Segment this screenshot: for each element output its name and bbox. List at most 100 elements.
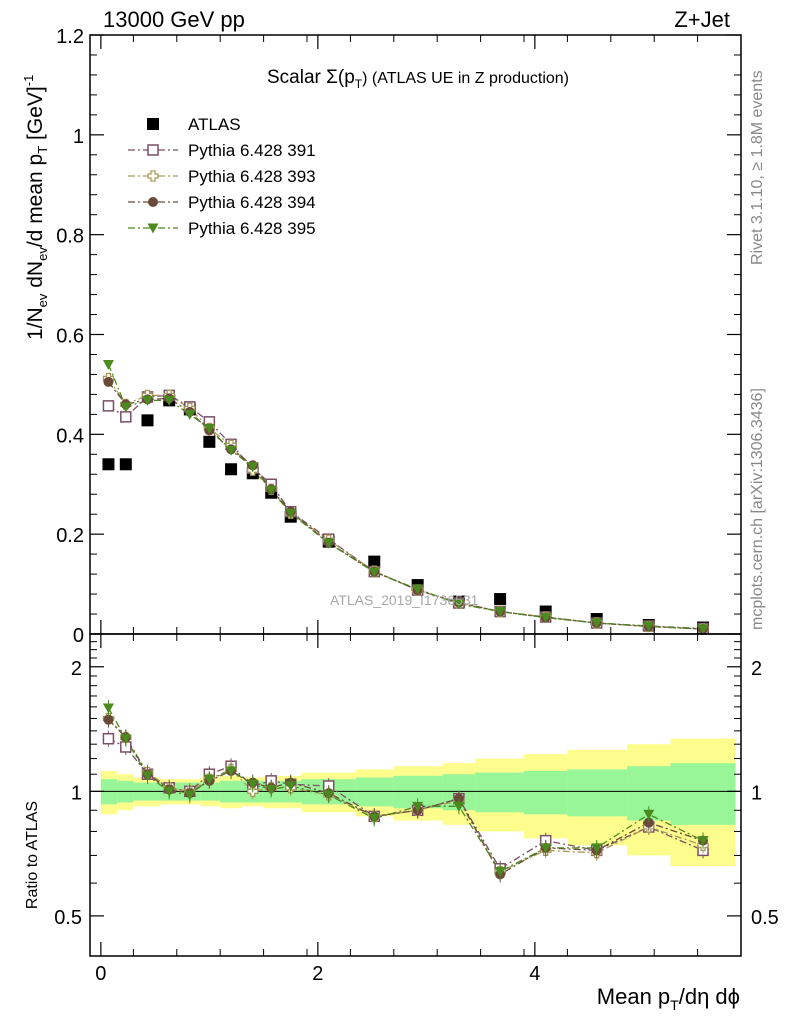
- ratio-xtick-label: 0: [95, 963, 106, 985]
- ratio-data-point: [225, 766, 237, 777]
- main-title-main: Scalar Σ(p: [267, 67, 355, 88]
- main-data-point: [225, 463, 238, 476]
- main-data-point: [368, 555, 381, 568]
- ratio-band-green: [567, 769, 628, 817]
- main-data-point: [120, 402, 132, 413]
- ratio-data-point: [265, 785, 277, 796]
- header-energy: 13000 GeV pp: [103, 7, 245, 32]
- main-ytick-label: 0.4: [56, 425, 84, 447]
- ratio-axes: 0.5 0.5 1 1 2 2 0 2 4: [54, 634, 779, 985]
- mcplots-label: mcplots.cern.ch [arXiv:1306.3436]: [749, 388, 766, 630]
- main-data-point: [102, 458, 115, 471]
- ratio-data-point: [643, 809, 655, 820]
- main-data-point: [102, 400, 115, 412]
- ratio-ytick-label: 2: [71, 658, 82, 680]
- main-ytick-label: 1: [73, 126, 84, 148]
- main-data-point: [697, 624, 709, 635]
- ratio-xtick-label: 4: [529, 963, 540, 985]
- ratio-xtick-label: 2: [312, 963, 323, 985]
- ratio-band-green: [475, 772, 524, 813]
- legend-entry: ATLAS: [188, 115, 241, 134]
- main-ytick-label: 0.8: [56, 226, 84, 248]
- main-data-point: [453, 599, 465, 610]
- main-title-sub: T: [355, 77, 363, 91]
- main-title: Scalar Σ(pT) (ATLAS UE in Z production): [267, 67, 569, 91]
- main-series-layer: [102, 359, 710, 635]
- main-series-line: [107, 364, 704, 630]
- ratio-data-point: [103, 714, 114, 725]
- ratio-data-point: [323, 790, 335, 801]
- ratio-data-point: [494, 867, 506, 878]
- ratio-band-green: [524, 770, 568, 815]
- header-process: Z+Jet: [674, 7, 730, 32]
- ratio-data-point: [102, 732, 115, 745]
- main-data-point: [184, 409, 196, 420]
- ratio-data-point: [142, 771, 154, 782]
- legend-marker: [147, 144, 159, 156]
- legend-marker: [147, 170, 159, 182]
- main-data-point: [323, 538, 335, 549]
- legend-entry: Pythia 6.428 394: [188, 193, 316, 212]
- ratio-panel: 0.5 0.5 1 1 2 2 0 2 4 Ratio to ATLAS Mean pT/dη …: [24, 633, 779, 1013]
- main-panel: ATLAS_2019_I1736531 0 0.2 0.4 0.6 0.8 1 1.2 Sc…: [21, 26, 742, 647]
- main-data-point: [494, 607, 506, 618]
- main-ytick-label: 1.2: [56, 26, 84, 48]
- main-data-point: [285, 508, 297, 519]
- main-data-point: [494, 593, 507, 606]
- main-title-rest: ) (ATLAS UE in Z production): [362, 70, 569, 87]
- main-data-point: [591, 618, 603, 629]
- ratio-data-point: [591, 843, 603, 854]
- ratio-data-point: [453, 801, 465, 812]
- legend-marker: [147, 223, 159, 234]
- ratio-data-point: [412, 801, 424, 812]
- main-data-point: [163, 395, 175, 406]
- main-data-point: [540, 613, 552, 624]
- ratio-data-point: [643, 817, 654, 828]
- main-data-point: [368, 567, 380, 578]
- main-data-point: [265, 485, 277, 496]
- main-data-point: [103, 376, 114, 387]
- ratio-band-green: [670, 763, 736, 825]
- rivet-label: Rivet 3.1.10, ≥ 1.8M events: [749, 70, 766, 265]
- main-data-point: [120, 411, 132, 423]
- ratio-data-point: [697, 836, 709, 847]
- legend-marker: [148, 197, 158, 207]
- ratio-data-point: [247, 779, 259, 790]
- legend-entry: Pythia 6.428 391: [188, 141, 316, 160]
- legend-entry: Pythia 6.428 395: [188, 219, 316, 238]
- ratio-band-green: [355, 777, 394, 807]
- main-ytick-label: 0.2: [56, 525, 84, 547]
- x-axis-label: Mean pT/dη dϕ: [597, 984, 740, 1013]
- ratio-frame: [89, 633, 742, 957]
- legend: ATLAS Pythia 6.428 391 Pythia 6.428 393 Pyt…: [128, 115, 316, 238]
- main-data-point: [247, 462, 259, 473]
- ratio-data-point: [163, 786, 175, 797]
- ratio-y-axis-label: Ratio to ATLAS: [24, 801, 41, 909]
- main-y-axis-label: 1/Nev dNev/d mean pT [GeV]-1: [21, 75, 50, 340]
- ratio-data-point: [285, 781, 297, 792]
- ratio-series-layer: [102, 699, 709, 883]
- ratio-ytick-label-right: 0.5: [751, 907, 779, 929]
- main-ytick-label: 0: [73, 625, 84, 647]
- main-data-point: [119, 458, 132, 471]
- main-data-point: [643, 621, 655, 632]
- watermark: ATLAS_2019_I1736531: [330, 592, 479, 608]
- ratio-data-point: [102, 703, 114, 714]
- ratio-ytick-label: 1: [71, 782, 82, 804]
- ratio-data-point: [120, 734, 132, 745]
- legend-marker: [147, 118, 159, 130]
- main-data-point: [141, 414, 154, 427]
- ratio-ytick-label-right: 2: [751, 658, 762, 680]
- main-ytick-label: 0.6: [56, 326, 84, 348]
- ratio-ytick-label-right: 1: [751, 782, 762, 804]
- main-data-point: [203, 435, 216, 448]
- ratio-data-point: [368, 813, 380, 824]
- main-data-point: [102, 359, 114, 370]
- ratio-data-point: [203, 774, 215, 785]
- main-data-point: [203, 423, 215, 434]
- main-data-point: [225, 445, 237, 456]
- ratio-data-point: [184, 790, 196, 801]
- ratio-data-point: [540, 843, 552, 854]
- main-data-point: [412, 584, 424, 595]
